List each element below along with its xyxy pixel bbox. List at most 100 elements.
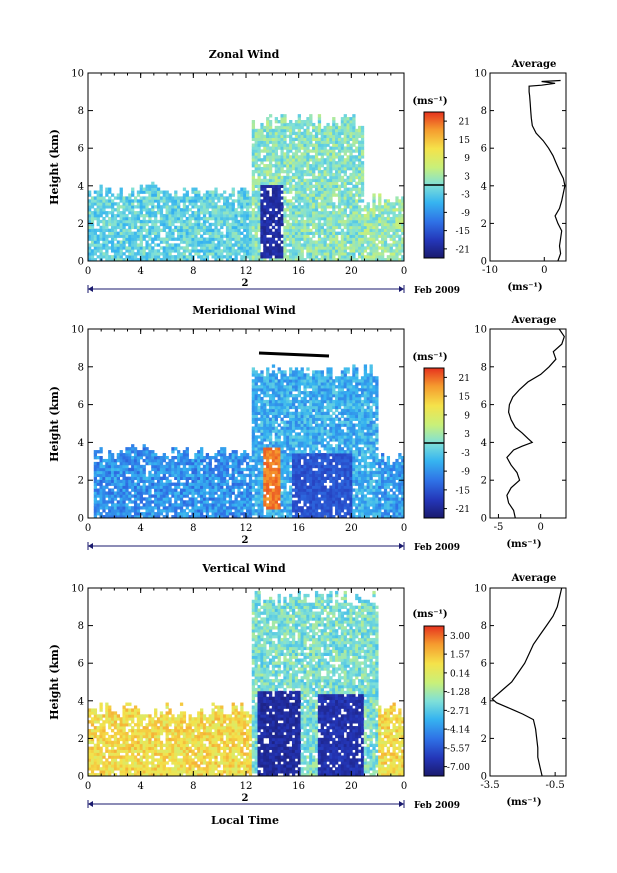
heatmap-cell	[200, 196, 204, 200]
heatmap-cell	[286, 161, 290, 165]
heatmap-cell	[340, 211, 345, 215]
heatmap-cell	[225, 219, 230, 224]
heatmap-cell	[317, 214, 322, 218]
heatmap-cell	[174, 199, 178, 203]
heatmap-cell	[337, 172, 342, 177]
heatmap-cell	[237, 202, 241, 206]
heatmap-cell	[369, 237, 373, 241]
heatmap-cell	[96, 202, 100, 206]
heatmap-cell	[277, 370, 281, 374]
heatmap-cell	[200, 506, 204, 510]
heatmap-cell	[309, 137, 313, 141]
heatmap-cell	[346, 146, 350, 150]
heatmap-cell	[128, 506, 132, 510]
heatmap-cell	[294, 161, 299, 165]
heatmap-cell	[286, 444, 290, 448]
heatmap-cell	[260, 432, 264, 436]
heatmap-cell	[248, 214, 253, 218]
heatmap-cell	[343, 164, 347, 168]
heatmap-cell	[251, 453, 256, 457]
heatmap-cell	[277, 473, 281, 478]
heatmap-cell	[280, 373, 284, 377]
heatmap-cell	[291, 137, 296, 141]
heatmap-cell	[108, 464, 112, 469]
heatmap-cell	[220, 193, 224, 197]
heatmap-cell	[251, 234, 256, 238]
heatmap-cell	[309, 193, 313, 197]
heatmap-cell	[225, 231, 230, 235]
heatmap-cell	[326, 193, 330, 197]
heatmap-cell	[177, 458, 181, 463]
heatmap-cell	[291, 447, 296, 451]
heatmap-cell	[119, 243, 123, 247]
heatmap-cell	[116, 243, 120, 247]
heatmap-cell	[274, 131, 278, 136]
heatmap-cell	[217, 219, 221, 224]
heatmap-cell	[191, 488, 195, 492]
heatmap-cell	[151, 196, 155, 200]
heatmap-cell	[326, 228, 330, 233]
heatmap-cell	[383, 208, 388, 212]
heatmap-cell	[148, 231, 152, 235]
heatmap-cell	[323, 178, 327, 183]
heatmap-cell	[332, 146, 336, 150]
heatmap-cell	[211, 240, 215, 244]
heatmap-cell	[113, 258, 118, 262]
heatmap-cell	[214, 515, 218, 519]
heatmap-cell	[268, 214, 273, 218]
heatmap-cell	[263, 467, 267, 472]
heatmap-cell	[280, 167, 284, 171]
heatmap-cell	[108, 509, 112, 513]
heatmap-cell	[291, 411, 296, 416]
heatmap-cell	[268, 120, 273, 124]
heatmap-cell	[202, 243, 207, 247]
heatmap-cell	[300, 231, 304, 235]
heatmap-cell	[286, 172, 290, 177]
heatmap-cell	[177, 479, 181, 483]
heatmap-cell	[283, 488, 287, 492]
heatmap-cell	[291, 464, 296, 469]
heatmap-cell	[314, 222, 319, 227]
heatmap-cell	[194, 190, 198, 194]
heatmap-cell	[257, 485, 261, 489]
heatmap-cell	[220, 252, 224, 256]
heatmap-cell	[251, 246, 256, 250]
heatmap-cell	[386, 246, 391, 250]
heatmap-cell	[151, 509, 155, 513]
heatmap-cell	[136, 237, 141, 241]
heatmap-cell	[90, 211, 95, 215]
heatmap-cell	[93, 491, 98, 495]
heatmap-cell	[225, 458, 230, 463]
heatmap-cell	[312, 143, 316, 147]
heatmap-cell	[119, 515, 123, 519]
heatmap-cell	[131, 205, 135, 209]
heatmap-cell	[191, 497, 195, 501]
heatmap-cell	[142, 187, 146, 191]
heatmap-cell	[294, 143, 299, 147]
heatmap-cell	[329, 164, 333, 168]
heatmap-cell	[145, 219, 149, 224]
heatmap-cell	[214, 190, 218, 194]
heatmap-cell	[271, 396, 276, 401]
heatmap-cell	[225, 461, 230, 466]
heatmap-cell	[200, 497, 204, 501]
heatmap-cell	[352, 255, 356, 259]
heatmap-cell	[332, 134, 336, 139]
heatmap-cell	[363, 258, 368, 262]
heatmap-cell	[96, 205, 100, 209]
heatmap-cell	[320, 143, 324, 147]
heatmap-cell	[291, 458, 296, 463]
heatmap-cell	[96, 455, 100, 460]
heatmap-cell	[335, 246, 339, 250]
heatmap-cell	[119, 494, 123, 498]
heatmap-cell	[142, 219, 146, 224]
heatmap-cell	[346, 117, 350, 121]
heatmap-cell	[283, 181, 287, 186]
heatmap-cell	[110, 453, 115, 457]
heatmap-cell	[340, 158, 345, 162]
heatmap-cell	[266, 137, 270, 141]
heatmap-cell	[280, 114, 284, 118]
heatmap-cell	[154, 488, 158, 492]
heatmap-cell	[205, 258, 210, 262]
heatmap-cell	[303, 131, 307, 136]
